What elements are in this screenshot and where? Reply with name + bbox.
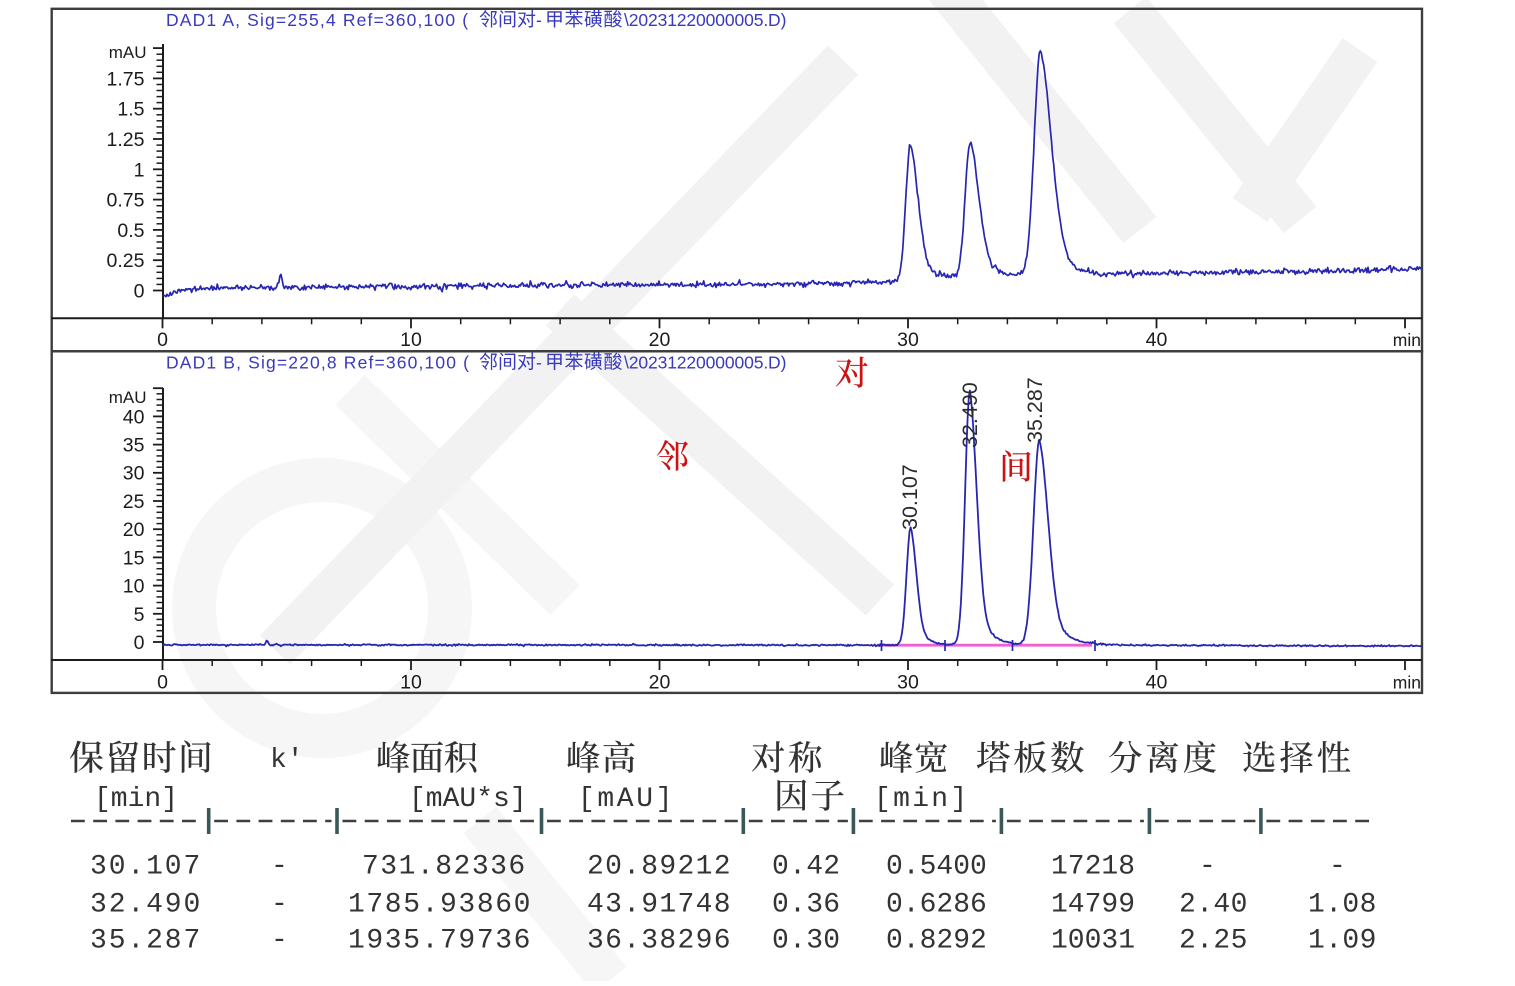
svg-text:0: 0 [134, 281, 145, 303]
svg-text:DAD1 A, Sig=255,4 Ref=360,100: DAD1 A, Sig=255,4 Ref=360,100 ( [166, 10, 469, 30]
svg-text:[mAU]: [mAU] [578, 784, 675, 815]
svg-text:k': k' [270, 745, 304, 776]
svg-text:-: - [271, 926, 288, 957]
svg-text:20: 20 [123, 519, 145, 541]
svg-text:43.91748: 43.91748 [587, 890, 732, 921]
svg-text:min: min [1393, 673, 1421, 693]
svg-text:0.75: 0.75 [107, 190, 145, 212]
svg-text:0.25: 0.25 [107, 250, 145, 272]
svg-text:10: 10 [400, 672, 422, 694]
svg-text:10: 10 [123, 576, 145, 598]
svg-text:0.5400: 0.5400 [886, 852, 987, 883]
svg-text:731.82336: 731.82336 [362, 852, 527, 883]
svg-text:30: 30 [123, 463, 145, 485]
svg-text:17218: 17218 [1051, 852, 1135, 883]
svg-text:32.490: 32.490 [90, 890, 202, 921]
svg-text:40: 40 [1146, 672, 1168, 694]
svg-text:0.30: 0.30 [772, 926, 840, 957]
svg-text:40: 40 [123, 406, 145, 428]
svg-text:0.6286: 0.6286 [886, 890, 987, 921]
svg-text:2.25: 2.25 [1179, 926, 1248, 957]
svg-text:-: - [271, 890, 288, 921]
svg-text:\20231220000005.D): \20231220000005.D) [624, 10, 786, 30]
svg-text:0.5: 0.5 [117, 220, 144, 242]
svg-text:2.40: 2.40 [1179, 890, 1248, 921]
svg-text:mAU: mAU [109, 388, 147, 407]
svg-text:1.5: 1.5 [117, 99, 144, 121]
svg-text:\20231220000005.D): \20231220000005.D) [624, 353, 786, 373]
svg-text:10031: 10031 [1051, 926, 1135, 957]
svg-text:20.89212: 20.89212 [587, 852, 732, 883]
svg-text:10: 10 [400, 329, 422, 351]
svg-text:-: - [271, 852, 288, 883]
svg-text:35.287: 35.287 [1023, 377, 1047, 443]
svg-text:25: 25 [123, 491, 145, 513]
svg-text:35: 35 [123, 434, 145, 456]
svg-text:-: - [536, 353, 542, 373]
svg-text:1.75: 1.75 [107, 68, 145, 90]
svg-text:min: min [1393, 330, 1421, 350]
svg-text:32.490: 32.490 [958, 382, 982, 448]
svg-text:0.42: 0.42 [772, 852, 840, 883]
svg-text:40: 40 [1146, 329, 1168, 351]
svg-text:1.09: 1.09 [1308, 926, 1377, 957]
svg-text:30: 30 [897, 329, 919, 351]
svg-text:[min]: [min] [874, 784, 970, 815]
svg-text:[mAU*s]: [mAU*s] [409, 784, 527, 815]
svg-text:0: 0 [157, 672, 168, 694]
svg-text:1.08: 1.08 [1308, 890, 1377, 921]
svg-text:20: 20 [649, 329, 671, 351]
svg-text:[min]: [min] [94, 784, 178, 815]
svg-text:1785.93860: 1785.93860 [348, 890, 532, 921]
svg-text:30.107: 30.107 [898, 464, 922, 530]
svg-text:20: 20 [649, 672, 671, 694]
svg-text:DAD1 B, Sig=220,8 Ref=360,100: DAD1 B, Sig=220,8 Ref=360,100 ( [166, 353, 470, 373]
svg-text:0: 0 [134, 632, 145, 654]
svg-text:1.25: 1.25 [107, 129, 145, 151]
svg-text:36.38296: 36.38296 [587, 926, 732, 957]
svg-text:0.36: 0.36 [772, 890, 840, 921]
svg-text:-: - [1329, 852, 1346, 883]
svg-text:14799: 14799 [1051, 890, 1135, 921]
svg-text:5: 5 [134, 604, 145, 626]
svg-text:30: 30 [897, 672, 919, 694]
svg-text:0.8292: 0.8292 [886, 926, 987, 957]
svg-text:-: - [1199, 852, 1216, 883]
svg-text:1: 1 [134, 159, 145, 181]
svg-text:-: - [536, 10, 542, 30]
svg-text:mAU: mAU [109, 43, 147, 62]
svg-text:30.107: 30.107 [90, 852, 202, 883]
svg-text:35.287: 35.287 [90, 926, 202, 957]
svg-text:0: 0 [157, 329, 168, 351]
svg-text:15: 15 [123, 547, 145, 569]
svg-text:1935.79736: 1935.79736 [348, 926, 532, 957]
